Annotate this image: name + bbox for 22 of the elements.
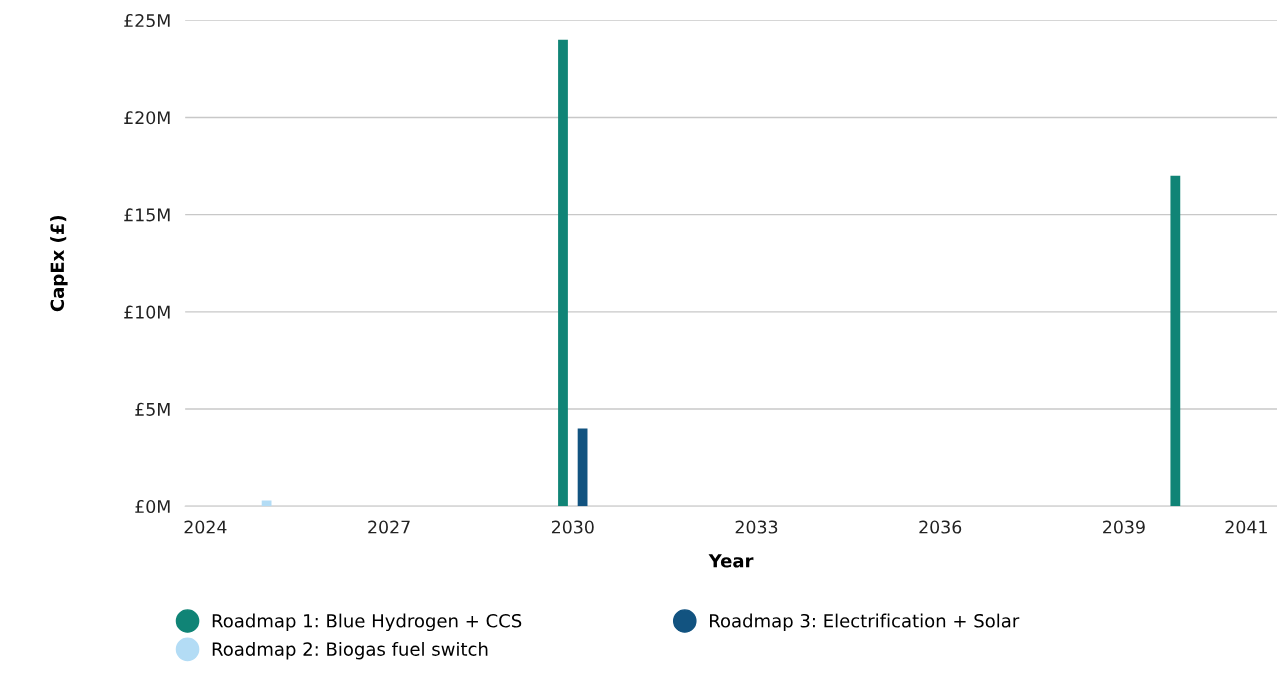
- x-tick-label: 2036: [919, 520, 962, 534]
- x-tick-label: 2039: [1103, 520, 1145, 534]
- y-tick-label: £10M: [124, 305, 170, 319]
- y-tick-label: £5M: [135, 402, 170, 416]
- x-tick-label: 2041: [1225, 520, 1267, 534]
- y-tick-label: £25M: [124, 13, 170, 28]
- x-axis-title: Year: [708, 554, 754, 568]
- y-axis-title: CapEx (£): [50, 215, 68, 312]
- x-tick-label: 2024: [184, 520, 227, 534]
- y-tick-label: £0M: [135, 499, 170, 514]
- bar: [1170, 175, 1181, 507]
- y-tick-label: £20M: [124, 111, 170, 125]
- bar: [558, 39, 568, 507]
- y-tick-label: £15M: [124, 208, 170, 222]
- bar: [261, 500, 272, 507]
- bar: [577, 428, 588, 507]
- x-tick-label: 2033: [735, 520, 778, 534]
- legend-label: Roadmap 2: Biogas fuel switch: [212, 641, 488, 660]
- x-tick-label: 2030: [551, 520, 594, 534]
- legend-label: Roadmap 1: Blue Hydrogen + CCS: [212, 613, 522, 632]
- legend-label: Roadmap 3: Electrification + Solar: [710, 613, 1020, 632]
- x-tick-label: 2027: [368, 520, 410, 534]
